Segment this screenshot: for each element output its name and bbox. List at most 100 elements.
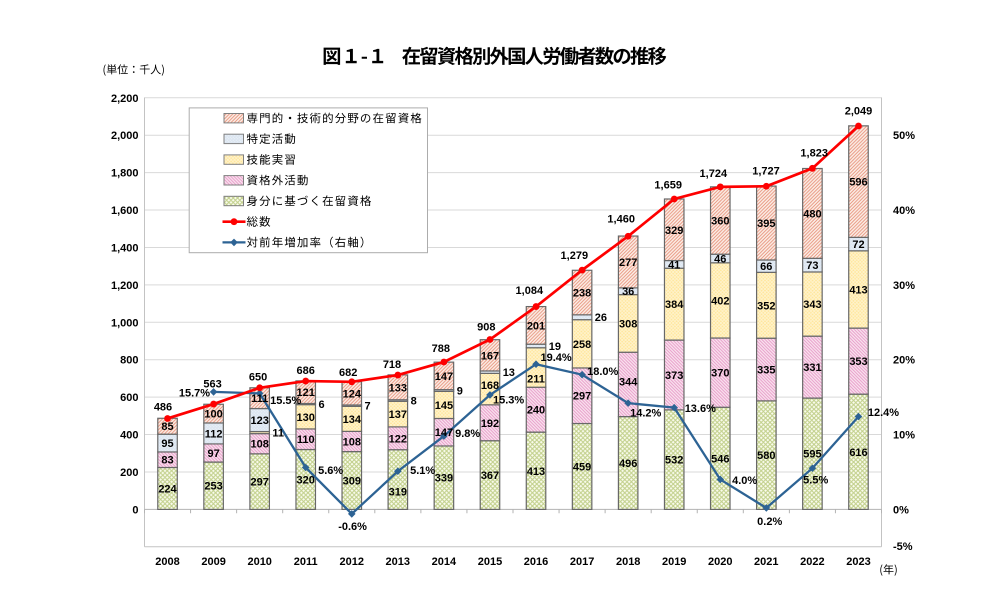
svg-text:147: 147 [435, 371, 453, 383]
svg-text:211: 211 [527, 374, 545, 386]
svg-text:277: 277 [619, 257, 637, 269]
svg-text:2012: 2012 [340, 556, 364, 568]
svg-text:2019: 2019 [662, 556, 686, 568]
svg-text:9.8%: 9.8% [455, 428, 480, 440]
svg-text:353: 353 [849, 356, 867, 368]
svg-text:97: 97 [207, 448, 219, 460]
svg-text:2022: 2022 [800, 556, 824, 568]
svg-text:532: 532 [665, 455, 683, 467]
svg-text:367: 367 [481, 470, 499, 482]
svg-text:788: 788 [432, 343, 450, 355]
svg-text:253: 253 [204, 481, 222, 493]
svg-text:122: 122 [389, 433, 407, 445]
svg-text:200: 200 [120, 467, 138, 479]
svg-text:2023: 2023 [846, 556, 870, 568]
svg-text:192: 192 [481, 418, 499, 430]
svg-text:5.1%: 5.1% [410, 465, 435, 477]
svg-text:360: 360 [711, 216, 729, 228]
svg-text:413: 413 [527, 466, 545, 478]
svg-text:308: 308 [619, 318, 637, 330]
svg-text:2,200: 2,200 [111, 93, 139, 105]
svg-text:2009: 2009 [201, 556, 225, 568]
svg-text:596: 596 [849, 177, 867, 189]
svg-text:402: 402 [711, 295, 729, 307]
svg-text:15.7%: 15.7% [179, 387, 210, 399]
svg-text:-0.6%: -0.6% [338, 521, 367, 533]
svg-text:5.5%: 5.5% [803, 475, 828, 487]
svg-text:41: 41 [668, 259, 680, 271]
svg-text:1,400: 1,400 [111, 243, 139, 255]
svg-text:83: 83 [161, 455, 173, 467]
svg-text:1,000: 1,000 [111, 317, 139, 329]
svg-text:800: 800 [120, 355, 138, 367]
svg-text:108: 108 [343, 437, 361, 449]
svg-text:335: 335 [757, 365, 775, 377]
svg-text:2,049: 2,049 [845, 105, 873, 117]
svg-text:108: 108 [251, 439, 269, 451]
svg-text:2018: 2018 [616, 556, 640, 568]
svg-text:297: 297 [251, 477, 269, 489]
svg-text:6: 6 [319, 399, 325, 411]
svg-text:66: 66 [760, 261, 772, 273]
svg-text:0%: 0% [893, 504, 909, 516]
svg-text:95: 95 [161, 438, 173, 450]
svg-text:46: 46 [714, 254, 726, 266]
svg-text:110: 110 [297, 434, 315, 446]
svg-text:15.3%: 15.3% [493, 395, 524, 407]
svg-text:18.0%: 18.0% [587, 366, 618, 378]
svg-text:718: 718 [383, 359, 401, 371]
svg-text:320: 320 [297, 475, 315, 487]
svg-text:73: 73 [806, 260, 818, 272]
svg-text:1,727: 1,727 [752, 166, 780, 178]
svg-text:13: 13 [503, 367, 515, 379]
svg-text:496: 496 [619, 458, 637, 470]
svg-text:309: 309 [343, 476, 361, 488]
svg-text:2013: 2013 [386, 556, 410, 568]
svg-text:134: 134 [343, 414, 362, 426]
svg-text:167: 167 [481, 350, 499, 362]
svg-text:2015: 2015 [478, 556, 502, 568]
svg-text:343: 343 [803, 299, 821, 311]
svg-text:339: 339 [435, 473, 453, 485]
svg-text:480: 480 [803, 208, 821, 220]
svg-text:201: 201 [527, 320, 545, 332]
svg-text:2016: 2016 [524, 556, 548, 568]
svg-text:36: 36 [622, 286, 634, 298]
svg-text:1,600: 1,600 [111, 205, 139, 217]
svg-text:595: 595 [803, 449, 821, 461]
svg-text:100: 100 [204, 409, 222, 421]
svg-text:486: 486 [154, 402, 172, 414]
svg-text:13.6%: 13.6% [685, 403, 716, 415]
svg-text:1,724: 1,724 [700, 168, 728, 180]
svg-text:168: 168 [481, 380, 499, 392]
svg-text:15.5%: 15.5% [270, 395, 301, 407]
svg-text:331: 331 [803, 362, 821, 374]
svg-text:147: 147 [435, 427, 453, 439]
svg-text:370: 370 [711, 368, 729, 380]
svg-text:650: 650 [249, 372, 267, 384]
svg-text:20%: 20% [893, 355, 915, 367]
svg-text:319: 319 [389, 486, 407, 498]
svg-text:19.4%: 19.4% [541, 352, 572, 364]
svg-text:0: 0 [132, 504, 138, 516]
svg-text:400: 400 [120, 430, 138, 442]
svg-text:2017: 2017 [570, 556, 594, 568]
svg-text:1,460: 1,460 [607, 214, 635, 226]
svg-text:238: 238 [573, 288, 591, 300]
svg-text:344: 344 [619, 376, 638, 388]
svg-text:9: 9 [457, 386, 463, 398]
svg-text:30%: 30% [893, 280, 915, 292]
svg-text:329: 329 [665, 225, 683, 237]
svg-text:26: 26 [595, 312, 607, 324]
svg-text:600: 600 [120, 392, 138, 404]
svg-text:2,000: 2,000 [111, 130, 139, 142]
svg-text:682: 682 [339, 367, 357, 379]
svg-text:384: 384 [665, 299, 684, 311]
svg-text:563: 563 [203, 378, 221, 390]
svg-text:297: 297 [573, 391, 591, 403]
svg-text:8: 8 [411, 396, 417, 408]
svg-text:2021: 2021 [754, 556, 778, 568]
svg-text:4.0%: 4.0% [732, 475, 757, 487]
svg-text:2011: 2011 [294, 556, 318, 568]
svg-text:395: 395 [757, 218, 775, 230]
